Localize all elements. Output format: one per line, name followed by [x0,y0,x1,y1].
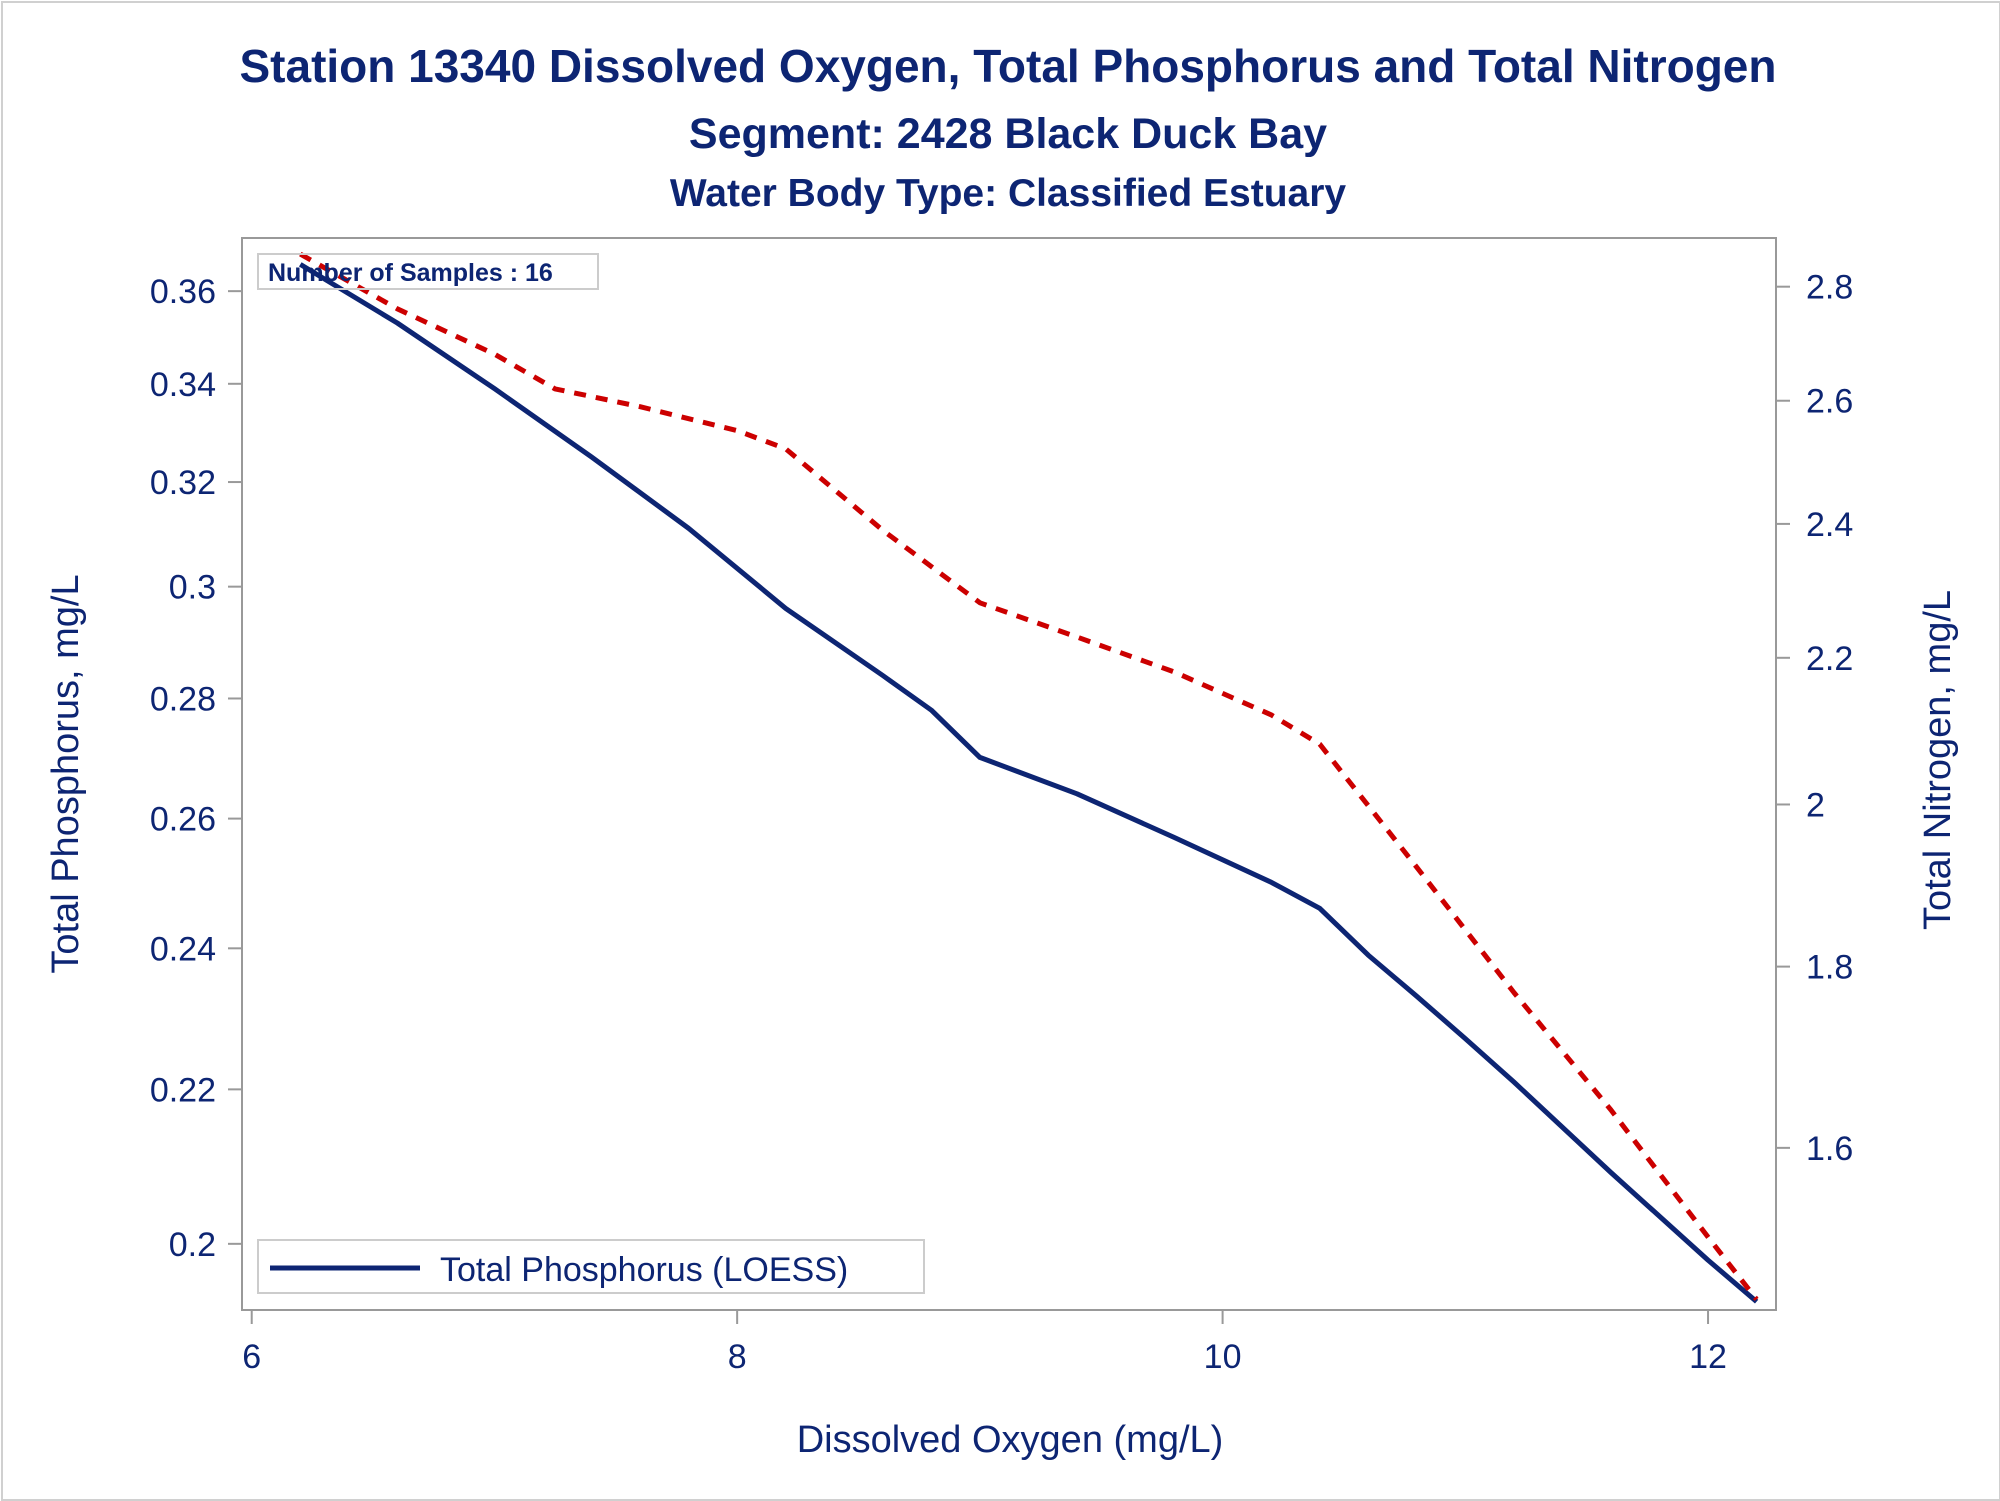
y-axis-right: 1.6 1.8 2 2.2 2.4 2.6 2.8 [1776,269,1853,1168]
y-axis-left: 0.2 0.22 0.24 0.26 0.28 0.3 0.32 0.34 0.36 [150,273,242,1264]
y2-tick-label-2: 2 [1806,786,1825,824]
x-tick-label-0: 6 [242,1338,261,1376]
chart-title-line-1: Station 13340 Dissolved Oxygen, Total Ph… [239,40,1776,92]
y-tick-label-1: 0.22 [150,1071,216,1109]
y2-tick-label-5: 2.6 [1806,383,1853,421]
samples-inset-box [257,253,599,290]
chart-title-line-2: Segment: 2428 Black Duck Bay [689,110,1327,158]
y2-tick-label-4: 2.4 [1806,506,1853,544]
y-tick-label-6: 0.32 [150,464,216,502]
y2-tick-label-1: 1.8 [1806,949,1853,987]
y-tick-label-8: 0.36 [150,273,216,311]
y-axis-right-label: Total Nitrogen, mg/L [1917,590,1959,930]
x-axis: 6 8 10 12 [242,1310,1727,1376]
samples-inset-text: Number of Samples : 16 [268,259,553,287]
y-tick-label-3: 0.26 [150,801,216,839]
legend-label-phosphorus: Total Phosphorus (LOESS) [440,1251,848,1289]
y2-tick-label-6: 2.8 [1806,269,1853,307]
legend: Total Phosphorus (LOESS) [257,1239,925,1294]
x-tick-label-1: 8 [728,1338,747,1376]
plot-area [241,237,1777,1311]
y-tick-label-2: 0.24 [150,930,216,968]
y2-tick-label-3: 2.2 [1806,640,1853,678]
y-tick-label-5: 0.3 [169,569,216,607]
x-tick-label-2: 10 [1204,1338,1242,1376]
y-tick-label-4: 0.28 [150,680,216,718]
x-tick-label-3: 12 [1689,1338,1727,1376]
series-layer [299,251,1759,1304]
x-axis-label: Dissolved Oxygen (mg/L) [797,1419,1224,1461]
series-line-nitrogen [299,251,1759,1301]
y-tick-label-0: 0.2 [169,1226,216,1264]
chart-title-line-3: Water Body Type: Classified Estuary [670,172,1346,215]
y2-tick-label-0: 1.6 [1806,1130,1853,1168]
y-axis-left-label: Total Phosphorus, mg/L [45,574,87,973]
y-tick-label-7: 0.34 [150,366,216,404]
series-line-phosphorus [299,262,1759,1304]
samples-inset: Number of Samples : 16 [257,253,599,290]
